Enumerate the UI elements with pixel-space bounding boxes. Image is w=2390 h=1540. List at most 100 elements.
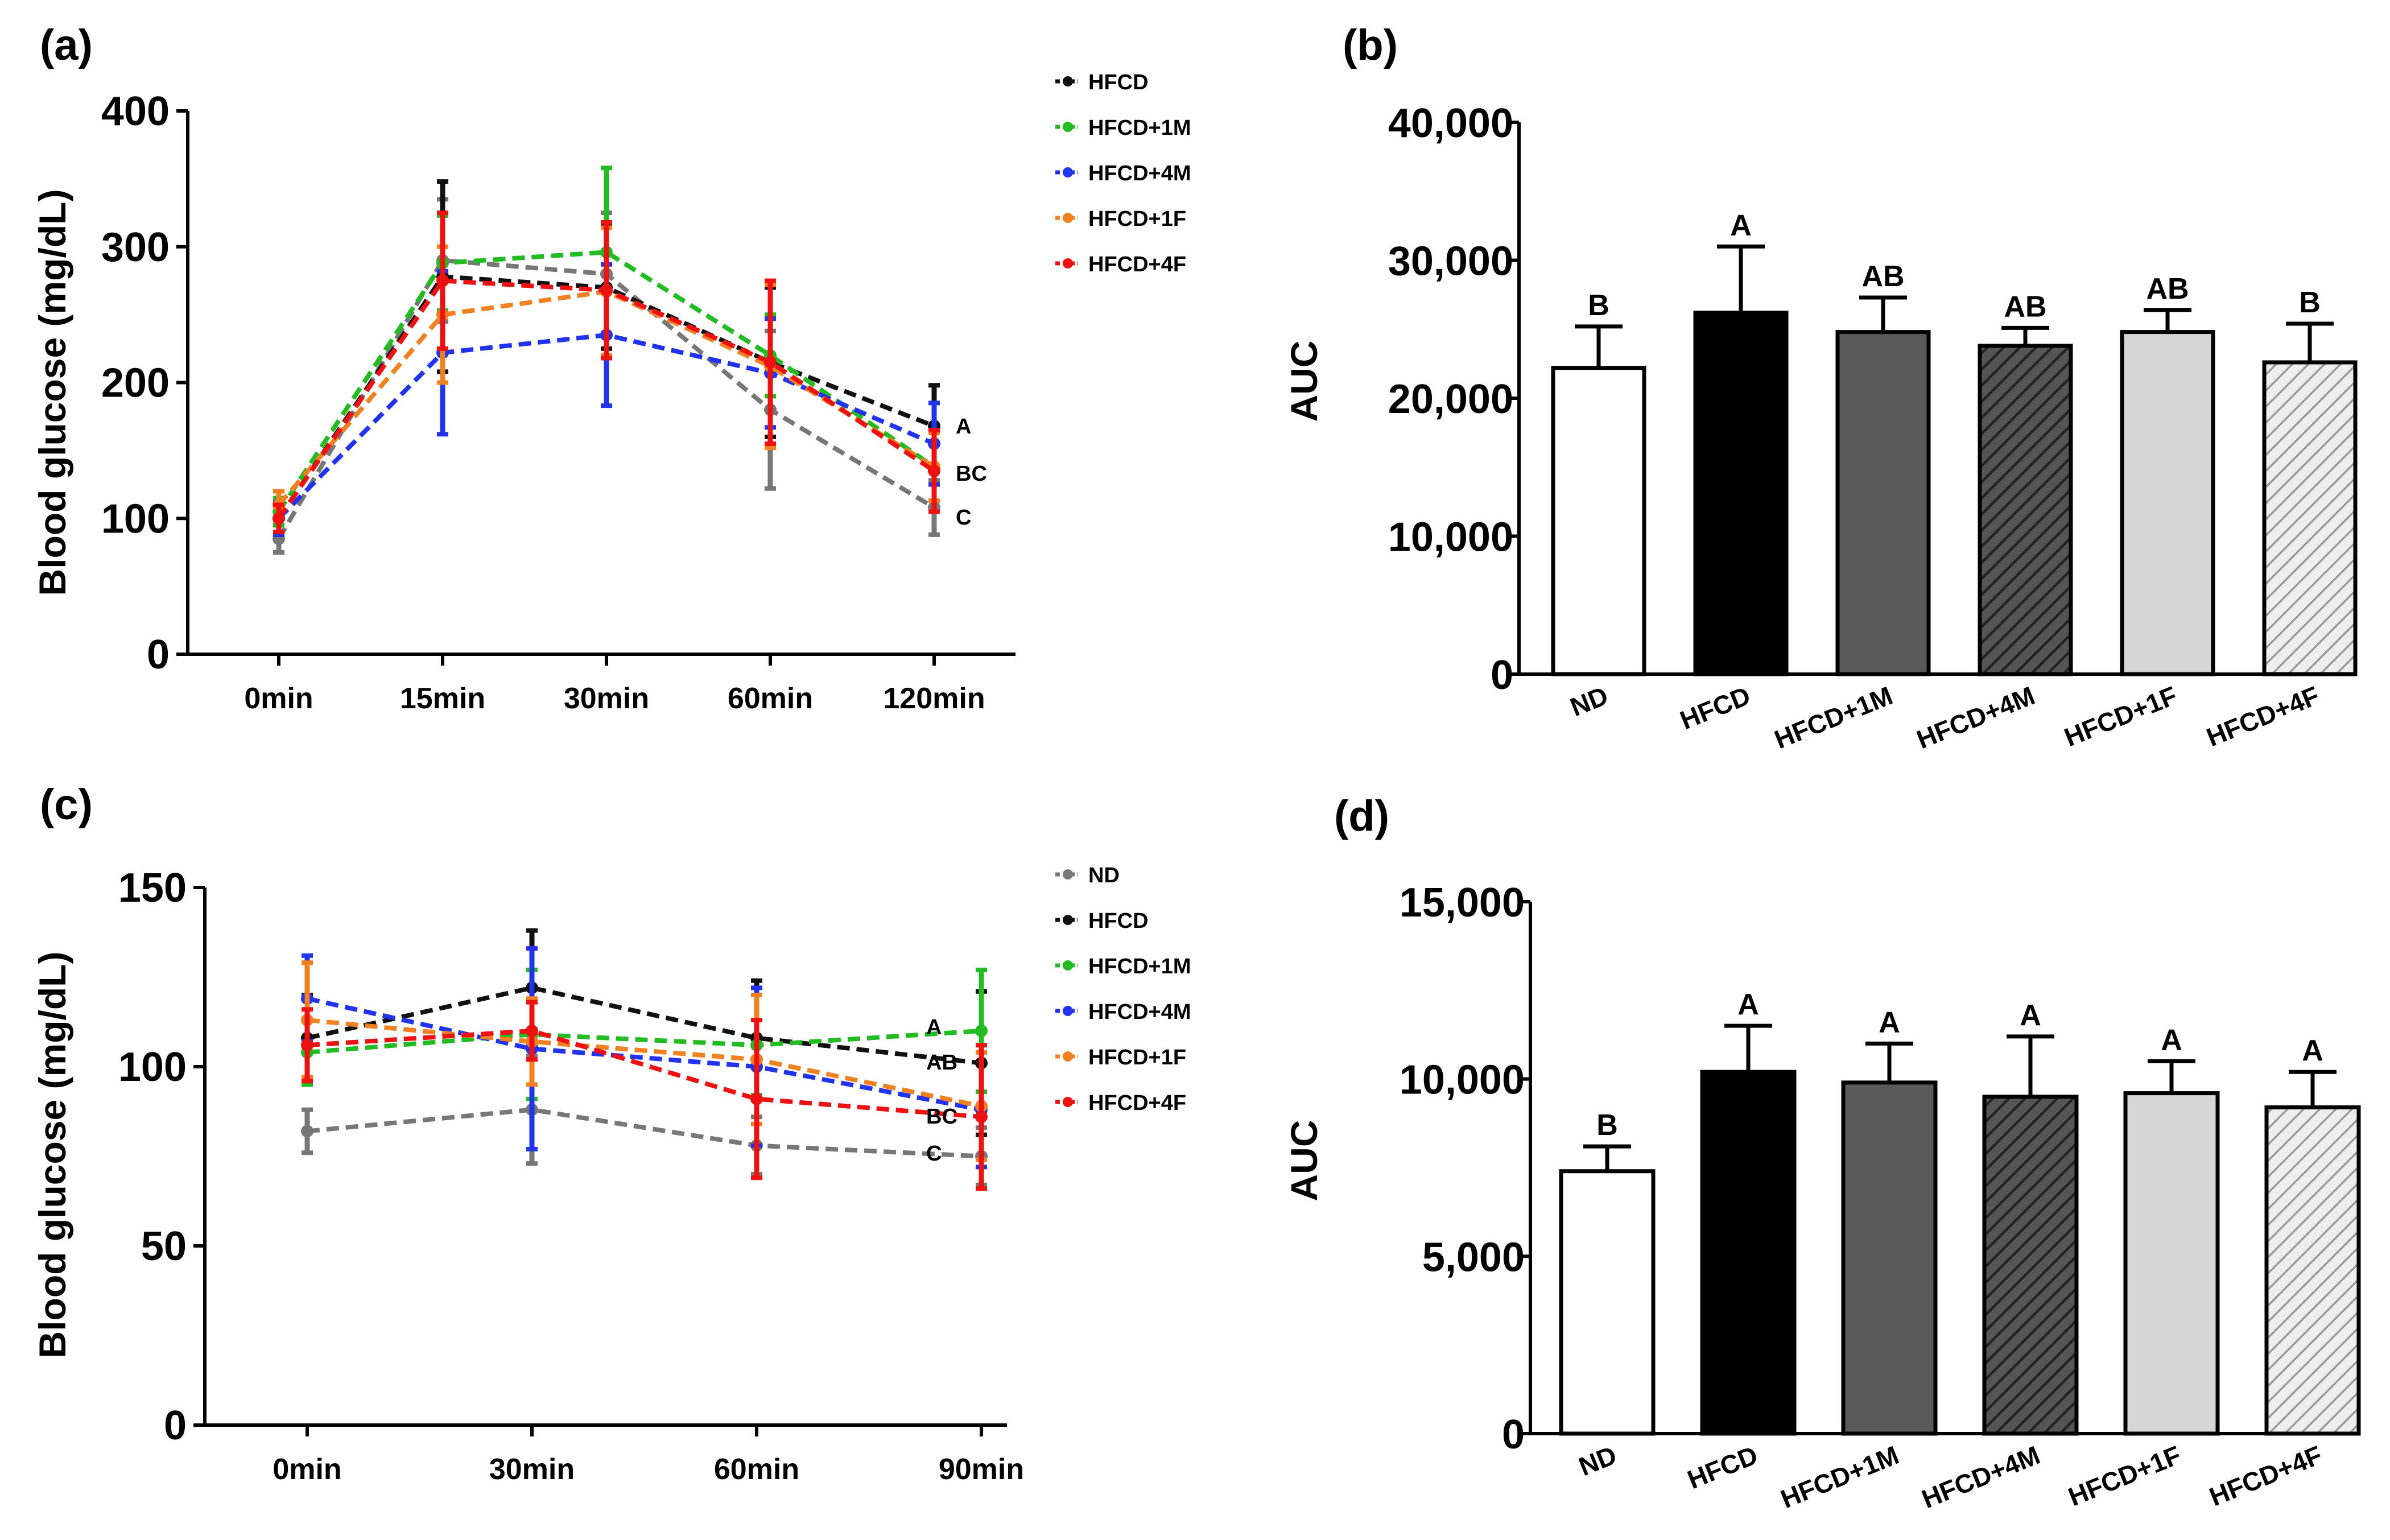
a-legend-label: HFCD+1F <box>1088 207 1186 231</box>
b-bar-hfcdplus-4m <box>1978 344 2073 676</box>
c-significance-label: AB <box>926 1051 957 1075</box>
d-bar-group-hfcdplus-4f: A HFCD+4F <box>2205 1034 2361 1512</box>
b-bar-group-hfcdplus-4m: AB HFCD+4M <box>1913 290 2073 754</box>
panel-c-y-axis-label: Blood glucose (mg/dL) <box>31 952 73 1359</box>
c-data-point <box>301 1125 313 1138</box>
d-bar-hfcd <box>1700 1070 1797 1436</box>
b-bar-group-hfcd: A HFCD <box>1676 209 1789 735</box>
a-legend-marker <box>1063 76 1073 86</box>
b-bar-significance-label: B <box>2299 286 2321 319</box>
c-data-point <box>975 1025 988 1037</box>
panel-d-y-axis-label: AUC <box>1283 1120 1325 1202</box>
c-legend-marker <box>1063 1051 1073 1062</box>
c-significance-label: A <box>926 1015 942 1039</box>
d-y-tick-label: 5,000 <box>1422 1235 1525 1280</box>
d-bar-category-label: ND <box>1575 1440 1621 1481</box>
d-bar-category-label: HFCD+1F <box>2064 1440 2185 1512</box>
a-legend-label: HFCD <box>1088 71 1149 94</box>
c-legend-marker <box>1063 915 1073 925</box>
a-series-hfcdplus-4f <box>273 210 940 535</box>
b-bar-group-hfcdplus-4f: B HFCD+4F <box>2202 286 2358 752</box>
c-y-tick-label: 100 <box>118 1044 187 1090</box>
a-series-line <box>276 250 936 513</box>
panel-a-line-chart: (a) Blood glucose (mg/dL) 0 100 200 300 400 0… <box>31 21 1191 715</box>
c-legend-item-nd: ND <box>1055 864 1120 887</box>
c-x-tick-label: 90min <box>939 1453 1024 1486</box>
a-significance-label: A <box>956 415 971 439</box>
panel-d-letter: (d) <box>1334 792 1389 840</box>
a-legend-marker <box>1063 122 1073 132</box>
b-y-tick-label: 30,000 <box>1388 239 1513 284</box>
c-legend-marker <box>1063 1006 1073 1016</box>
a-legend-label: HFCD+1M <box>1088 116 1191 140</box>
c-data-point <box>526 1025 538 1037</box>
a-data-point <box>436 274 449 287</box>
b-bar-category-label: HFCD <box>1676 680 1755 735</box>
b-bar-hfcdplus-4f <box>2262 360 2358 676</box>
c-series-line <box>307 1107 982 1159</box>
c-legend-label: ND <box>1088 864 1120 887</box>
d-bar-hfcdplus-1f <box>2123 1091 2220 1436</box>
d-bar-significance-label: A <box>1879 1006 1900 1039</box>
panel-c-line-chart: (c) Blood glucose (mg/dL) 0 50 100 150 0min 3… <box>31 781 1191 1486</box>
a-x-tick-label: 15min <box>400 682 485 715</box>
c-legend-item-hfcdplus-4f: HFCD+4F <box>1055 1091 1186 1115</box>
b-bar-hfcd <box>1693 311 1789 676</box>
d-y-tick-label: 0 <box>1502 1412 1525 1458</box>
a-legend-label: HFCD+4F <box>1088 253 1186 276</box>
a-significance-label: C <box>956 506 971 530</box>
a-legend-item-hfcdplus-1m: HFCD+1M <box>1055 116 1191 140</box>
a-y-tick-label: 300 <box>101 225 170 270</box>
a-legend-item-hfcd: HFCD <box>1055 71 1149 94</box>
b-bar-significance-label: AB <box>2146 273 2189 305</box>
a-y-tick-label: 0 <box>147 632 170 678</box>
a-x-tick-label: 60min <box>728 682 813 715</box>
d-bar-hfcdplus-4m <box>1982 1095 2079 1436</box>
c-significance-label: BC <box>926 1105 957 1129</box>
c-legend-label: HFCD+1M <box>1088 955 1191 979</box>
panel-a-letter: (a) <box>40 21 93 69</box>
d-bar-group-hfcdplus-1m: A HFCD+1M <box>1777 1006 1938 1514</box>
a-legend-marker <box>1063 258 1073 269</box>
d-y-tick-label: 15,000 <box>1400 880 1525 926</box>
d-bar-nd <box>1559 1169 1656 1436</box>
b-y-tick-label: 20,000 <box>1388 377 1513 422</box>
d-bar-significance-label: B <box>1596 1109 1618 1142</box>
c-legend-label: HFCD+1F <box>1088 1046 1186 1070</box>
d-bar-significance-label: A <box>1737 988 1759 1021</box>
c-series-line <box>307 1018 982 1109</box>
c-legend-item-hfcdplus-1f: HFCD+1F <box>1055 1046 1186 1070</box>
b-bar-significance-label: AB <box>2004 290 2046 323</box>
c-series-line <box>307 996 982 1112</box>
a-y-tick-label: 400 <box>101 89 170 134</box>
a-legend-item-hfcdplus-1f: HFCD+1F <box>1055 207 1186 231</box>
b-bar-hfcdplus-1f <box>2120 330 2215 676</box>
d-bar-group-hfcd: A HFCD <box>1683 988 1797 1494</box>
c-series-hfcdplus-4f <box>301 1000 988 1191</box>
d-bar-hfcdplus-1m <box>1841 1080 1938 1436</box>
b-bar-hfcdplus-1m <box>1835 330 1931 676</box>
b-bar-significance-label: AB <box>1861 260 1904 293</box>
b-bar-group-hfcdplus-1m: AB HFCD+1M <box>1770 260 1931 754</box>
c-legend-label: HFCD+4M <box>1088 1000 1191 1024</box>
c-series-hfcdplus-1m <box>301 967 988 1101</box>
b-bar-category-label: HFCD+4M <box>1913 680 2039 754</box>
d-bar-hfcdplus-4f <box>2264 1105 2361 1436</box>
a-y-tick-label: 200 <box>101 361 170 406</box>
b-bar-category-label: HFCD+1M <box>1770 680 1897 754</box>
a-data-point <box>928 464 940 477</box>
a-legend-item-hfcdplus-4m: HFCD+4M <box>1055 162 1191 185</box>
a-x-tick-label: 30min <box>564 682 649 715</box>
c-data-point <box>301 1039 313 1052</box>
a-x-tick-label: 0min <box>244 682 313 715</box>
d-bar-group-nd: B ND <box>1559 1109 1656 1481</box>
d-bar-significance-label: A <box>2161 1024 2182 1057</box>
a-data-point <box>273 512 285 525</box>
c-series-nd <box>301 1054 988 1187</box>
d-bar-category-label: HFCD+4M <box>1918 1440 2044 1514</box>
panel-c-letter: (c) <box>40 781 93 829</box>
b-y-tick-label: 40,000 <box>1388 101 1513 146</box>
b-y-tick-label: 10,000 <box>1388 515 1513 560</box>
a-data-point <box>600 284 613 297</box>
c-legend-item-hfcdplus-4m: HFCD+4M <box>1055 1000 1191 1024</box>
